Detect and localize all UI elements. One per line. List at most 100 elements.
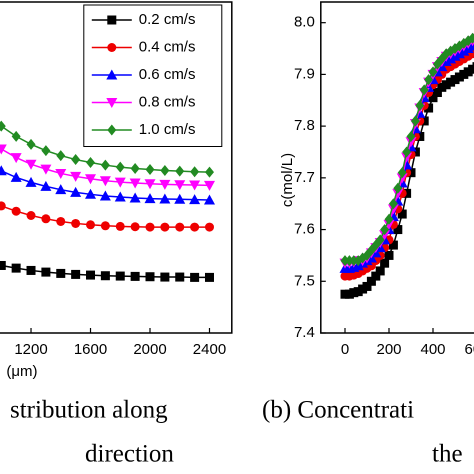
marker xyxy=(70,186,82,197)
marker xyxy=(160,164,170,176)
plot-frame xyxy=(320,1,474,334)
marker xyxy=(159,179,171,190)
marker xyxy=(0,144,7,155)
marker xyxy=(397,167,407,179)
marker xyxy=(402,146,412,158)
marker xyxy=(388,198,398,210)
marker xyxy=(387,204,399,215)
marker xyxy=(10,171,22,182)
marker xyxy=(371,271,381,281)
marker xyxy=(204,272,214,282)
marker xyxy=(40,180,52,191)
legend-label: 0.6 cm/s xyxy=(139,66,196,83)
x-axis-label: (μm) xyxy=(6,363,37,380)
marker xyxy=(401,152,413,163)
marker xyxy=(160,272,170,282)
caption: direction xyxy=(85,441,174,468)
marker xyxy=(175,272,185,282)
marker xyxy=(130,222,140,232)
marker xyxy=(56,216,66,226)
marker xyxy=(405,137,417,148)
marker xyxy=(190,272,200,282)
marker xyxy=(55,184,67,195)
marker xyxy=(393,225,403,235)
marker xyxy=(204,222,214,232)
marker xyxy=(70,171,82,182)
marker xyxy=(175,165,185,177)
legend-marker xyxy=(106,98,118,108)
marker xyxy=(100,271,110,281)
legend-marker xyxy=(106,69,118,80)
x-tick-label: 1600 xyxy=(74,341,107,358)
marker xyxy=(41,145,51,157)
marker xyxy=(130,162,140,174)
marker xyxy=(468,64,474,74)
legend-label: 0.8 cm/s xyxy=(139,93,196,110)
marker xyxy=(145,163,155,175)
marker xyxy=(115,161,125,173)
marker xyxy=(388,240,398,250)
legend-label: 0.2 cm/s xyxy=(139,11,196,28)
marker xyxy=(424,103,434,113)
x-tick-label: 400 xyxy=(420,341,445,358)
legend-marker xyxy=(107,124,117,136)
marker xyxy=(379,230,391,241)
marker xyxy=(419,84,429,96)
marker xyxy=(11,263,21,273)
marker xyxy=(189,180,201,191)
caption: the xyxy=(432,441,463,468)
marker xyxy=(145,272,155,282)
marker xyxy=(55,168,67,179)
marker xyxy=(145,222,155,232)
marker xyxy=(159,193,171,204)
marker xyxy=(428,66,438,78)
marker xyxy=(26,265,36,275)
caption: (b) Concentrati xyxy=(262,397,414,424)
x-tick-label: 600 xyxy=(464,341,474,358)
marker xyxy=(71,154,81,166)
marker xyxy=(384,250,394,260)
marker xyxy=(397,209,407,219)
marker xyxy=(129,178,141,189)
marker xyxy=(85,188,97,199)
marker xyxy=(472,62,474,72)
legend-marker xyxy=(107,43,117,52)
marker xyxy=(174,180,186,191)
marker xyxy=(56,150,66,162)
marker xyxy=(26,138,36,150)
marker xyxy=(428,93,438,103)
marker xyxy=(129,192,141,203)
marker xyxy=(86,157,96,169)
marker xyxy=(114,191,126,202)
x-tick-label: 1200 xyxy=(14,341,47,358)
marker xyxy=(10,153,22,164)
marker xyxy=(56,268,66,278)
marker xyxy=(380,258,390,268)
marker xyxy=(392,188,404,199)
marker xyxy=(115,221,125,231)
marker xyxy=(380,224,390,236)
marker xyxy=(203,180,215,191)
marker xyxy=(362,281,372,291)
marker xyxy=(11,130,21,142)
marker xyxy=(174,193,186,204)
marker xyxy=(11,206,21,216)
marker xyxy=(375,266,385,276)
marker xyxy=(396,173,408,184)
caption: stribution along xyxy=(10,397,168,424)
marker xyxy=(25,159,37,170)
marker xyxy=(204,166,214,178)
marker xyxy=(410,147,420,157)
x-tick-label: 200 xyxy=(376,341,401,358)
marker xyxy=(85,174,97,185)
marker xyxy=(100,221,110,231)
y-tick-label: 7.9 xyxy=(294,65,315,82)
marker xyxy=(160,222,170,232)
marker xyxy=(410,115,420,127)
marker xyxy=(115,271,125,281)
y-tick-label: 7.4 xyxy=(294,324,315,341)
marker xyxy=(26,210,36,220)
y-tick-label: 7.5 xyxy=(294,272,315,289)
